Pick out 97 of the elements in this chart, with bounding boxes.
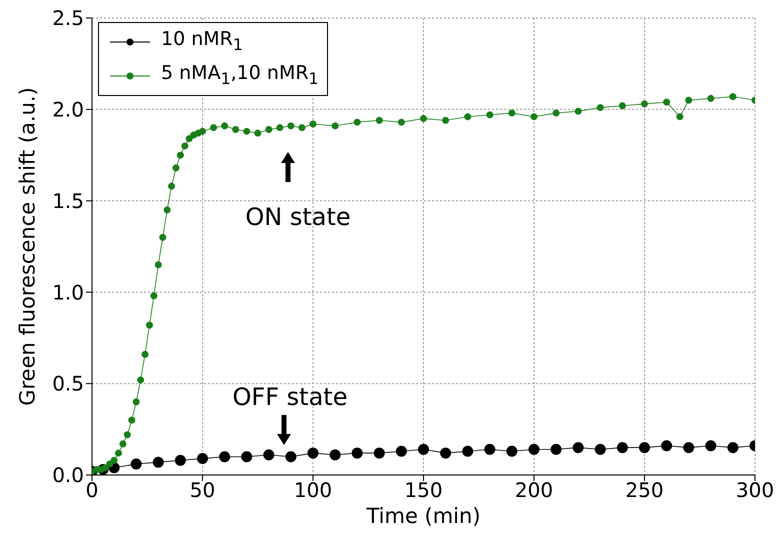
point	[352, 448, 363, 459]
point	[663, 98, 670, 106]
point	[210, 124, 218, 132]
point	[115, 450, 122, 457]
point	[618, 102, 626, 110]
point	[186, 135, 193, 142]
point	[464, 113, 472, 120]
point	[241, 451, 252, 462]
point	[181, 142, 188, 150]
point	[232, 126, 240, 134]
point	[440, 448, 452, 459]
point	[332, 122, 339, 130]
point	[124, 431, 131, 438]
point	[486, 111, 494, 118]
point	[420, 115, 427, 122]
point	[374, 448, 385, 459]
point	[330, 449, 341, 460]
point	[442, 116, 450, 124]
point	[265, 126, 272, 134]
x-axis-title: Time (min)	[365, 504, 481, 528]
point	[685, 96, 692, 104]
point	[506, 446, 518, 457]
x-tick-label: 150	[404, 478, 443, 502]
point	[142, 350, 149, 358]
y-tick-label: 2.5	[52, 6, 84, 30]
point	[154, 261, 162, 268]
point	[287, 122, 294, 130]
annotation: ON state	[245, 203, 351, 231]
point	[418, 444, 429, 455]
point	[132, 398, 140, 406]
point	[727, 442, 738, 454]
point	[484, 444, 496, 455]
point	[550, 444, 562, 455]
point	[574, 108, 582, 115]
point	[707, 94, 714, 102]
point	[276, 124, 284, 132]
point	[174, 454, 186, 466]
point	[376, 116, 383, 124]
point	[168, 182, 176, 190]
point	[199, 128, 206, 135]
point	[530, 113, 538, 120]
y-tick-label: 1.0	[52, 280, 84, 304]
point	[176, 152, 184, 159]
point	[594, 444, 606, 455]
point	[285, 451, 296, 462]
point	[552, 110, 560, 117]
point	[197, 453, 208, 464]
point	[462, 446, 474, 457]
point	[221, 122, 228, 130]
point	[508, 110, 516, 117]
point	[572, 442, 584, 454]
point	[110, 456, 118, 464]
y-tick-label: 2.0	[52, 98, 84, 122]
legend-label: 5 nMA$_{1}$,10 nMR$_{1}$	[161, 60, 319, 90]
point	[705, 440, 716, 452]
point	[676, 113, 684, 120]
point	[528, 444, 540, 455]
x-tick-label: 300	[736, 478, 774, 502]
point	[219, 451, 230, 462]
x-tick-label: 250	[625, 478, 664, 502]
point	[729, 93, 736, 100]
point	[639, 442, 650, 454]
point	[641, 100, 648, 108]
annotation: OFF state	[232, 383, 348, 411]
x-tick-label: 200	[514, 478, 554, 502]
point	[150, 292, 158, 300]
point	[398, 118, 405, 126]
point	[354, 118, 361, 126]
point	[683, 442, 694, 454]
point	[308, 448, 318, 459]
y-axis-title: Green fluorescence shift (a.u.)	[15, 87, 40, 406]
point	[243, 128, 250, 135]
point	[172, 164, 180, 172]
point	[616, 442, 628, 454]
point	[106, 460, 114, 468]
point	[164, 206, 171, 214]
point	[152, 456, 164, 468]
y-tick-label: 0.0	[52, 463, 84, 488]
x-tick-label: 0	[86, 478, 98, 502]
point	[130, 458, 142, 470]
point	[298, 124, 306, 132]
point	[159, 234, 166, 241]
legend-label: 10 nMR$_{1}$	[161, 27, 243, 56]
x-tick-label: 100	[294, 478, 332, 502]
y-tick-label: 1.5	[52, 188, 84, 213]
point	[596, 104, 604, 112]
point	[310, 120, 316, 128]
point	[146, 322, 153, 329]
point	[128, 416, 136, 424]
point	[396, 446, 407, 457]
point	[254, 130, 262, 137]
x-tick-label: 50	[190, 478, 216, 502]
y-tick-label: 0.5	[52, 372, 84, 396]
point	[661, 440, 672, 452]
point	[263, 449, 274, 460]
point	[119, 440, 126, 448]
point	[137, 376, 144, 384]
